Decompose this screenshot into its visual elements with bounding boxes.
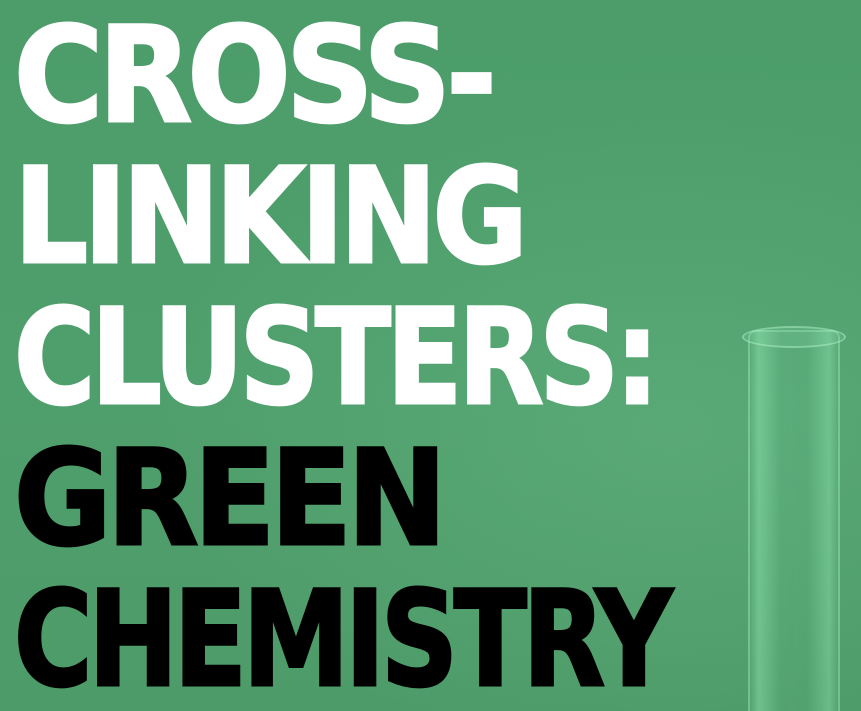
headline-line-5: CHEMISTRY — [13, 563, 674, 711]
test-tube-rim — [742, 326, 846, 348]
headline-line-3: CLUSTERS: — [13, 281, 661, 435]
test-tube-icon — [748, 330, 840, 711]
headline: CROSS- LINKING CLUSTERS: GREEN CHEMISTRY — [13, 0, 860, 711]
headline-line-4: GREEN — [13, 422, 448, 576]
headline-line-2: LINKING — [13, 140, 529, 294]
headline-line-1: CROSS- — [13, 0, 499, 153]
